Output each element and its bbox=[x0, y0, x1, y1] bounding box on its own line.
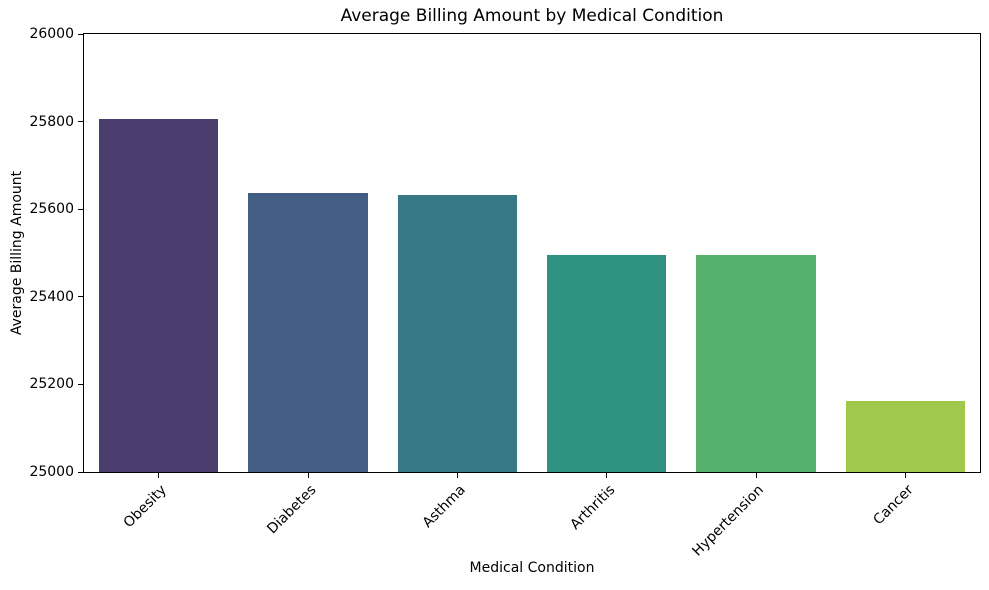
y-tick-label: 25200 bbox=[29, 376, 74, 393]
y-tick-mark bbox=[78, 383, 83, 385]
plot-area bbox=[83, 33, 981, 473]
x-tick-label-arthritis: Arthritis bbox=[567, 482, 618, 533]
bar-arthritis bbox=[546, 254, 667, 472]
y-tick-mark bbox=[78, 208, 83, 210]
y-tick-label: 25000 bbox=[29, 464, 74, 480]
x-tick-label-hypertension: Hypertension bbox=[689, 482, 768, 560]
bar-hypertension bbox=[696, 255, 816, 472]
x-tick-mark bbox=[158, 473, 160, 478]
x-tick-label-cancer: Cancer bbox=[870, 482, 917, 529]
x-tick-mark bbox=[606, 473, 608, 478]
y-tick-mark bbox=[78, 471, 83, 473]
bar-diabetes bbox=[248, 192, 368, 472]
y-tick-label: 25400 bbox=[29, 288, 74, 305]
bar-asthma bbox=[397, 194, 518, 472]
x-axis-label: Medical Condition bbox=[469, 560, 595, 576]
x-tick-mark bbox=[755, 473, 757, 478]
x-tick-mark bbox=[456, 473, 458, 478]
chart-title: Average Billing Amount by Medical Condit… bbox=[340, 6, 724, 26]
y-tick-mark bbox=[78, 33, 83, 35]
y-tick-mark bbox=[78, 121, 83, 123]
bar-cancer bbox=[845, 401, 966, 472]
y-tick-label: 25600 bbox=[29, 201, 74, 218]
y-tick-label: 26000 bbox=[29, 26, 74, 42]
x-tick-mark bbox=[904, 473, 906, 478]
x-tick-mark bbox=[307, 473, 309, 478]
x-tick-label-asthma: Asthma bbox=[419, 482, 469, 532]
y-tick-mark bbox=[78, 296, 83, 298]
y-axis-label: Average Billing Amount bbox=[9, 170, 25, 336]
y-tick-label: 25800 bbox=[29, 113, 74, 130]
x-tick-label-diabetes: Diabetes bbox=[264, 482, 320, 538]
x-tick-label-obesity: Obesity bbox=[120, 482, 170, 532]
bar-obesity bbox=[98, 118, 219, 472]
